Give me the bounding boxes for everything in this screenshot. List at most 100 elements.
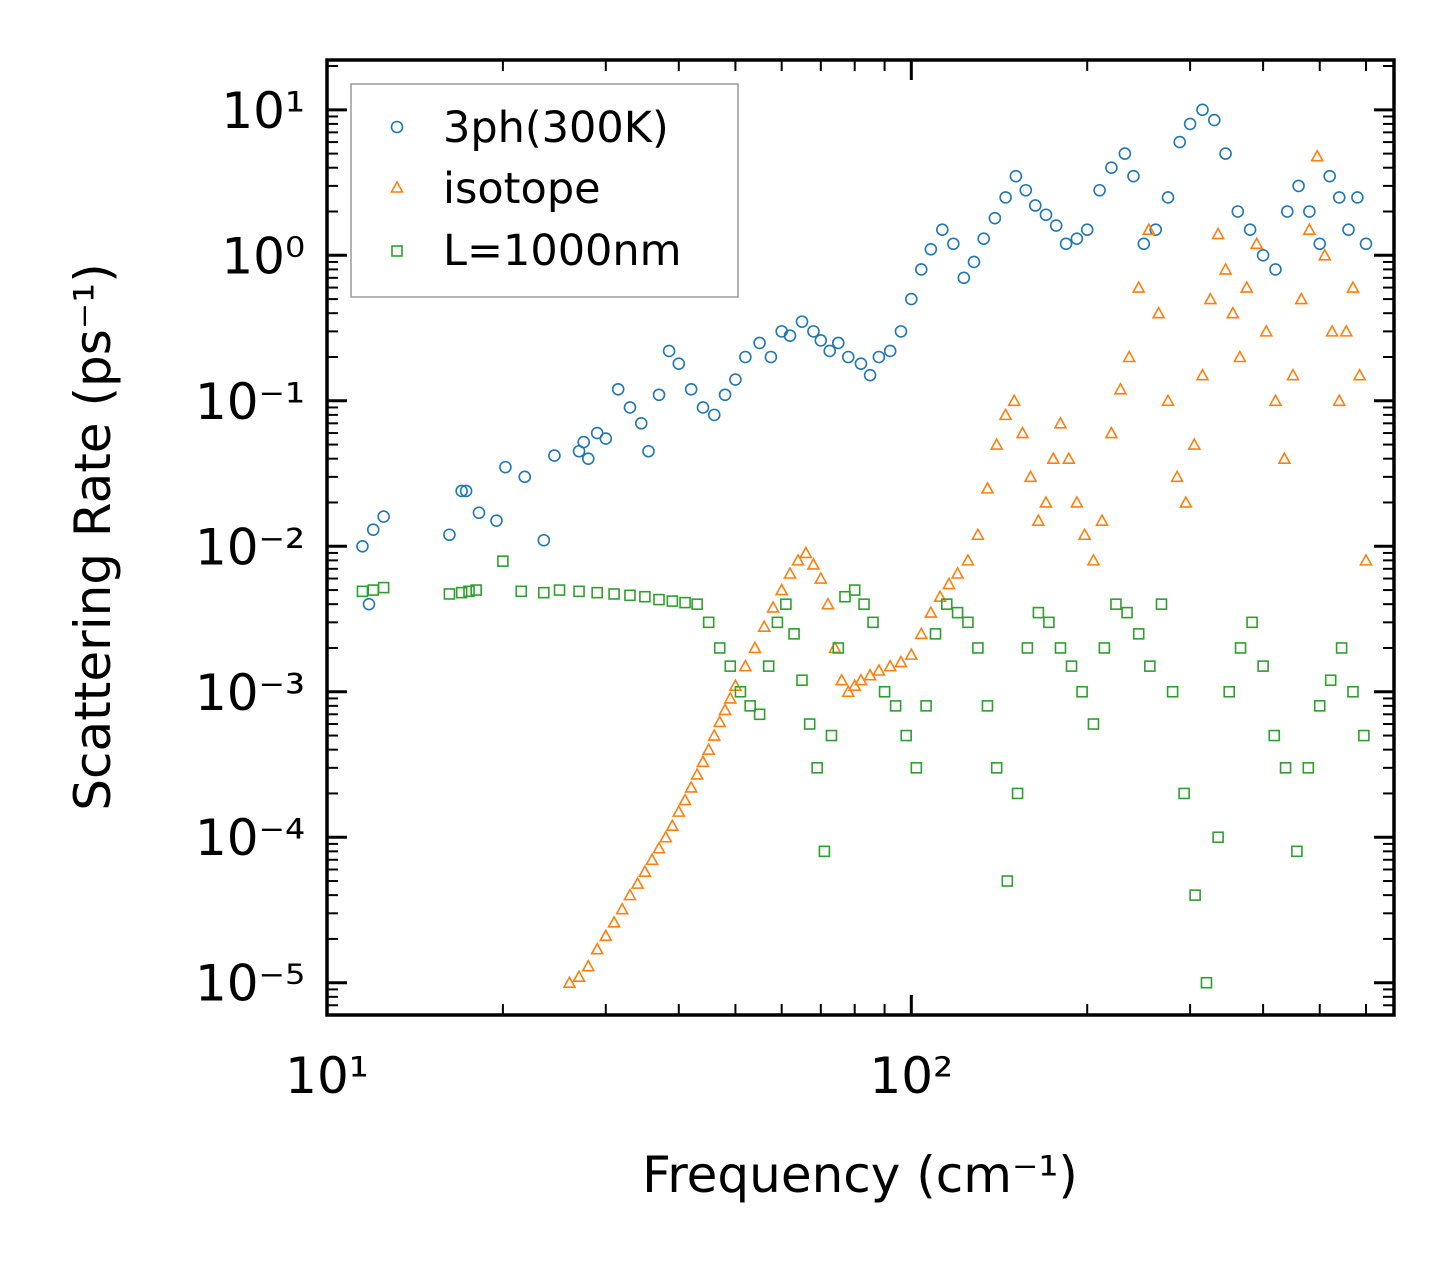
data-point: [1155, 598, 1168, 610]
data-point: [1243, 223, 1257, 236]
data-point: [1151, 306, 1166, 319]
x-axis-label: Frequency (cm⁻¹): [642, 1146, 1078, 1204]
data-point: [1212, 831, 1224, 844]
data-point: [1095, 513, 1109, 526]
data-point: [942, 576, 956, 590]
data-point: [1132, 628, 1145, 640]
data-point: [1104, 425, 1119, 439]
data-point: [1023, 469, 1038, 483]
y-axis-label: Scattering Rate (ps⁻¹): [64, 263, 122, 810]
data-point: [1170, 469, 1184, 483]
data-point: [366, 523, 380, 536]
data-point: [377, 581, 390, 594]
series-2: [356, 555, 1370, 989]
legend-marker-isotope: [390, 180, 404, 193]
data-point: [1317, 248, 1332, 261]
data-point: [723, 691, 738, 704]
data-point: [577, 435, 591, 449]
data-point: [573, 585, 585, 598]
data-point: [639, 590, 651, 603]
data-point: [1234, 642, 1247, 654]
data-point: [1310, 149, 1325, 162]
data-point: [734, 685, 747, 698]
data-point: [783, 566, 797, 579]
data-point: [1059, 237, 1073, 251]
data-point: [590, 942, 605, 955]
data-point: [608, 588, 620, 600]
data-point: [863, 368, 877, 382]
data-point: [696, 754, 710, 768]
data-point: [883, 344, 897, 358]
data-point: [1277, 451, 1292, 464]
data-point: [783, 329, 797, 343]
data-point: [894, 654, 908, 668]
data-point: [553, 584, 566, 596]
data-point: [821, 597, 835, 610]
data-point: [904, 647, 919, 660]
data-point: [757, 619, 772, 633]
data-point: [377, 510, 390, 523]
data-point: [914, 263, 928, 276]
data-point: [1292, 179, 1305, 193]
data-point: [713, 642, 726, 654]
data-point: [823, 344, 837, 358]
data-point: [497, 555, 509, 567]
data-point: [1122, 349, 1137, 363]
data-point: [920, 700, 932, 712]
data-point: [362, 597, 376, 611]
data-point: [463, 585, 475, 598]
data-point: [1070, 232, 1084, 246]
data-point: [1054, 642, 1067, 654]
data-point: [1324, 674, 1337, 687]
data-point: [1294, 291, 1309, 305]
legend-marker-boundary: [391, 245, 403, 257]
data-point: [1239, 280, 1254, 293]
data-point: [1007, 393, 1022, 407]
data-point: [788, 628, 800, 640]
data-point: [666, 595, 679, 607]
data-point: [1183, 117, 1197, 131]
data-point: [701, 742, 716, 755]
data-point: [764, 350, 778, 364]
data-point: [672, 357, 686, 370]
y-tick-label: 10⁻³: [195, 664, 305, 722]
data-point: [658, 830, 673, 843]
data-point: [1031, 513, 1046, 526]
data-point: [744, 700, 757, 712]
data-point: [971, 527, 985, 541]
data-point: [1195, 368, 1210, 381]
data-point: [848, 584, 861, 596]
data-point: [854, 357, 868, 370]
data-point: [988, 211, 1002, 225]
data-point: [839, 590, 851, 603]
data-point: [718, 702, 732, 716]
data-point: [1268, 393, 1283, 407]
data-point: [1246, 616, 1258, 629]
data-point: [1203, 291, 1218, 305]
data-point: [1127, 169, 1140, 183]
series-1: [562, 149, 1373, 989]
data-point: [1231, 205, 1245, 218]
data-point: [818, 845, 831, 858]
data-point: [1342, 223, 1355, 236]
data-point: [443, 588, 456, 600]
data-point: [591, 586, 603, 599]
data-point: [581, 958, 596, 972]
data-point: [738, 658, 753, 672]
data-point: [1011, 787, 1024, 800]
data-point: [972, 642, 984, 654]
data-point: [1325, 324, 1339, 337]
data-point: [634, 417, 648, 430]
data-point: [443, 528, 456, 542]
data-point: [739, 350, 752, 364]
data-point: [1332, 191, 1346, 204]
y-tick-label: 10⁻⁴: [195, 809, 305, 867]
data-point: [624, 589, 636, 602]
data-point: [806, 557, 821, 570]
data-point: [1233, 349, 1247, 363]
data-point: [858, 598, 870, 610]
data-point: [702, 616, 715, 629]
data-point: [1065, 660, 1078, 672]
data-point: [459, 484, 473, 498]
data-point: [872, 663, 886, 676]
